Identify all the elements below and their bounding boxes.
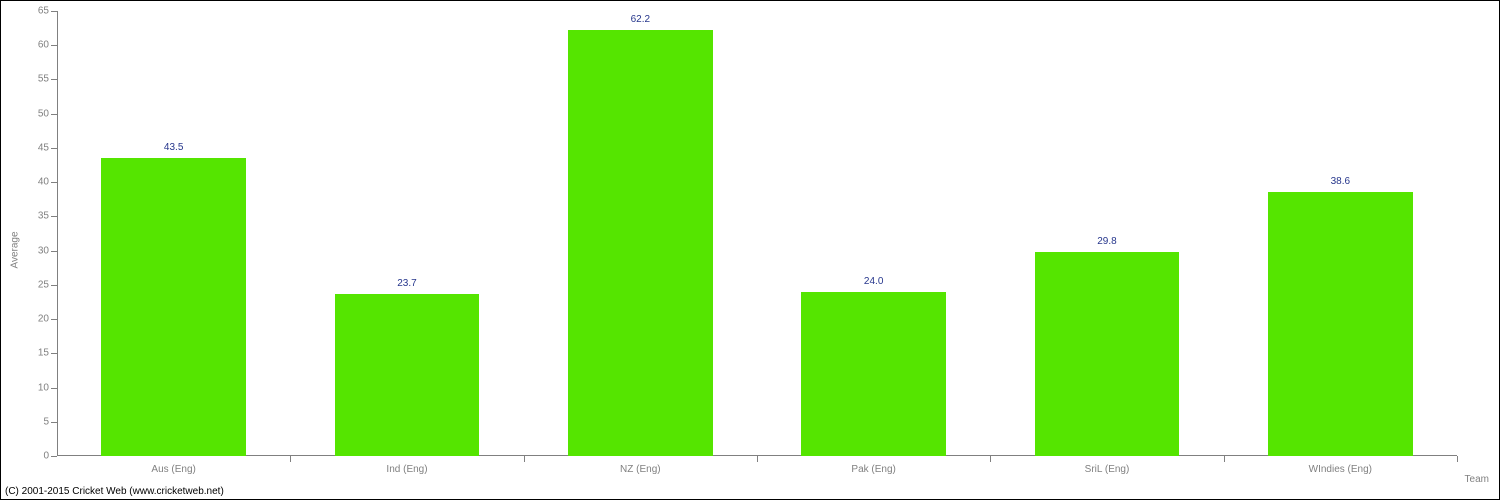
bar-value-label: 23.7 — [397, 278, 416, 289]
y-tick-label: 55 — [38, 74, 57, 85]
x-tick-label: WIndies (Eng) — [1309, 456, 1372, 475]
plot-area: 0510152025303540455055606543.5Aus (Eng)2… — [57, 11, 1457, 456]
y-tick-label: 15 — [38, 348, 57, 359]
y-tick-label: 40 — [38, 177, 57, 188]
x-tick — [290, 456, 291, 462]
y-tick-label: 10 — [38, 382, 57, 393]
bar: 24.0 — [801, 292, 946, 456]
x-tick-label: NZ (Eng) — [620, 456, 661, 475]
y-tick-label: 25 — [38, 279, 57, 290]
x-tick — [990, 456, 991, 462]
bar-value-label: 24.0 — [864, 276, 883, 287]
bar-value-label: 29.8 — [1097, 236, 1116, 247]
chart-container: Average 0510152025303540455055606543.5Au… — [0, 0, 1500, 500]
bar: 38.6 — [1268, 192, 1413, 456]
x-tick — [524, 456, 525, 462]
x-tick-label: Aus (Eng) — [151, 456, 195, 475]
y-tick-label: 65 — [38, 6, 57, 17]
y-tick-label: 30 — [38, 245, 57, 256]
x-tick — [1457, 456, 1458, 462]
bar-value-label: 43.5 — [164, 142, 183, 153]
bar-value-label: 62.2 — [631, 14, 650, 25]
x-tick-label: Ind (Eng) — [386, 456, 427, 475]
copyright-text: (C) 2001-2015 Cricket Web (www.cricketwe… — [5, 486, 224, 497]
bar: 23.7 — [335, 294, 480, 456]
bar: 43.5 — [101, 158, 246, 456]
y-tick-label: 5 — [43, 416, 57, 427]
x-tick — [757, 456, 758, 462]
y-tick-label: 45 — [38, 142, 57, 153]
bar-value-label: 38.6 — [1331, 176, 1350, 187]
y-tick-label: 35 — [38, 211, 57, 222]
bar: 62.2 — [568, 30, 713, 456]
x-tick-label: Pak (Eng) — [851, 456, 895, 475]
y-tick-label: 60 — [38, 40, 57, 51]
y-axis-title: Average — [10, 231, 21, 268]
y-tick-label: 0 — [43, 451, 57, 462]
x-tick-label: SriL (Eng) — [1085, 456, 1130, 475]
bar: 29.8 — [1035, 252, 1180, 456]
x-axis-title: Team — [1465, 474, 1489, 485]
y-tick-label: 20 — [38, 314, 57, 325]
y-tick-label: 50 — [38, 108, 57, 119]
x-tick — [1224, 456, 1225, 462]
y-axis-line — [57, 11, 58, 456]
